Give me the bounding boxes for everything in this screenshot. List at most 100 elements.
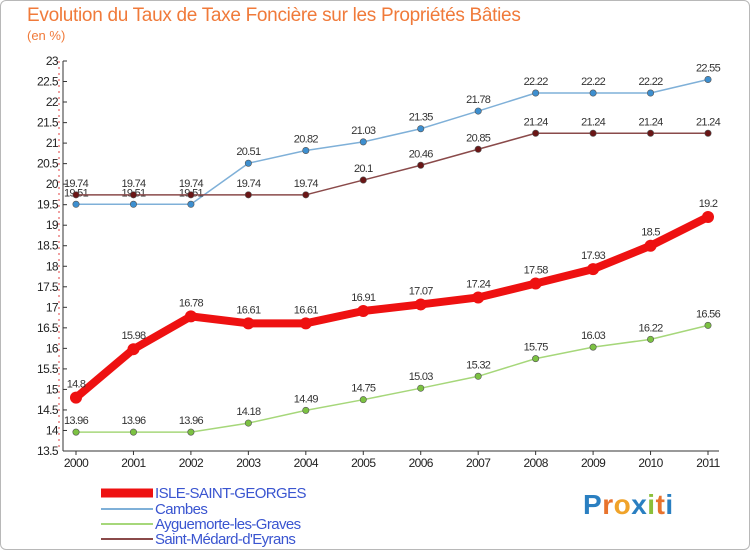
data-point — [302, 406, 310, 414]
y-tick-label: 22.5 — [37, 75, 59, 89]
data-label: 21.35 — [409, 112, 434, 124]
data-point — [417, 161, 425, 169]
data-point — [244, 191, 252, 199]
data-point — [589, 343, 597, 351]
data-point — [417, 384, 425, 392]
data-label: 20.51 — [236, 146, 261, 158]
data-point — [529, 277, 542, 290]
logo-letter: P — [583, 489, 603, 520]
chart-title: Evolution du Taux de Taxe Foncière sur l… — [27, 5, 521, 26]
y-tick-label: 23 — [46, 54, 59, 68]
data-point — [702, 211, 714, 223]
data-point — [244, 419, 252, 427]
legend-label-isle-saint-georges: ISLE-SAINT-GEORGES — [155, 485, 306, 502]
y-tick-label: 15 — [46, 382, 59, 396]
data-point — [587, 263, 600, 276]
x-tick-label: 2001 — [121, 456, 146, 470]
x-tick-label: 2005 — [351, 456, 376, 470]
logo-letter: i — [665, 489, 674, 520]
data-point — [474, 372, 482, 380]
data-point — [417, 125, 425, 133]
data-label: 16.22 — [639, 322, 664, 334]
logo-letter: t — [655, 489, 666, 520]
data-point — [532, 129, 540, 137]
data-label: 13.96 — [121, 415, 146, 427]
data-label: 21.24 — [524, 116, 549, 128]
data-label: 20.85 — [466, 132, 491, 144]
data-label: 16.61 — [294, 304, 319, 316]
data-point — [359, 138, 367, 146]
data-label: 16.78 — [179, 297, 204, 309]
logo-letter: x — [631, 489, 648, 520]
data-label: 15.75 — [524, 342, 549, 354]
data-label: 14.18 — [236, 406, 261, 418]
legend-label-saint-m-dard-d-eyrans: Saint-Médard-d'Eyrans — [155, 531, 295, 548]
data-point — [299, 317, 312, 330]
series-line-saint-m-dard-d-eyrans — [75, 132, 709, 196]
y-tick-label: 14.5 — [37, 403, 59, 417]
y-tick-label: 21 — [46, 136, 59, 150]
data-label: 21.78 — [466, 94, 491, 106]
data-label: 16.56 — [696, 308, 721, 320]
data-point — [474, 107, 482, 115]
y-tick-label: 22 — [46, 95, 59, 109]
data-point — [359, 176, 367, 184]
data-point — [187, 191, 195, 199]
data-point — [472, 291, 485, 304]
data-point — [72, 191, 80, 199]
data-point — [70, 391, 82, 404]
data-label: 22.22 — [639, 76, 664, 88]
data-point — [647, 335, 655, 343]
data-label: 19.74 — [179, 178, 204, 190]
data-label: 15.03 — [409, 371, 434, 383]
data-label: 16.61 — [236, 304, 261, 316]
data-point — [357, 305, 370, 318]
data-label: 17.24 — [466, 278, 491, 290]
y-tick-label: 19 — [46, 218, 59, 232]
data-point — [242, 317, 255, 330]
data-point — [589, 129, 597, 137]
y-tick-label: 17 — [46, 300, 59, 314]
y-tick-label: 17.5 — [37, 280, 59, 294]
data-label: 13.96 — [64, 415, 89, 427]
y-tick-label: 19.5 — [37, 198, 59, 212]
data-point — [129, 200, 137, 208]
data-label: 17.58 — [524, 265, 549, 277]
x-tick-label: 2007 — [466, 456, 491, 470]
data-label: 21.24 — [581, 116, 606, 128]
data-label: 21.24 — [696, 116, 721, 128]
data-label: 14.8 — [67, 379, 86, 391]
data-label: 19.74 — [236, 178, 261, 190]
proxiti-logo: Proxiti — [583, 489, 674, 521]
data-label: 20.82 — [294, 133, 319, 145]
data-point — [359, 396, 367, 404]
legend-label-ayguemorte-les-graves: Ayguemorte-les-Graves — [155, 516, 301, 533]
x-tick-label: 2002 — [179, 456, 204, 470]
series-line-cambes — [75, 78, 709, 206]
data-label: 14.49 — [294, 393, 319, 405]
y-tick-label: 20.5 — [37, 157, 59, 171]
logo-letter: o — [613, 489, 632, 520]
data-label: 20.1 — [354, 163, 373, 175]
data-point — [72, 428, 80, 436]
legend-label-cambes: Cambes — [155, 501, 207, 518]
x-tick-label: 2010 — [638, 456, 663, 470]
data-point — [474, 145, 482, 153]
data-point — [647, 129, 655, 137]
y-tick-label: 18.5 — [37, 239, 59, 253]
x-tick-label: 2009 — [581, 456, 606, 470]
logo-letter: i — [647, 489, 656, 520]
data-point — [129, 428, 137, 436]
y-tick-label: 15.5 — [37, 362, 59, 376]
y-tick-label: 20 — [46, 177, 59, 191]
data-label: 21.03 — [351, 125, 376, 137]
data-point — [647, 89, 655, 97]
data-label: 17.93 — [581, 250, 606, 262]
y-tick-label: 18 — [46, 259, 59, 273]
data-label: 22.22 — [524, 76, 549, 88]
data-label: 17.07 — [409, 285, 434, 297]
y-tick-label: 13.5 — [37, 444, 59, 458]
data-point — [589, 89, 597, 97]
data-label: 19.74 — [121, 178, 146, 190]
data-point — [704, 75, 712, 83]
